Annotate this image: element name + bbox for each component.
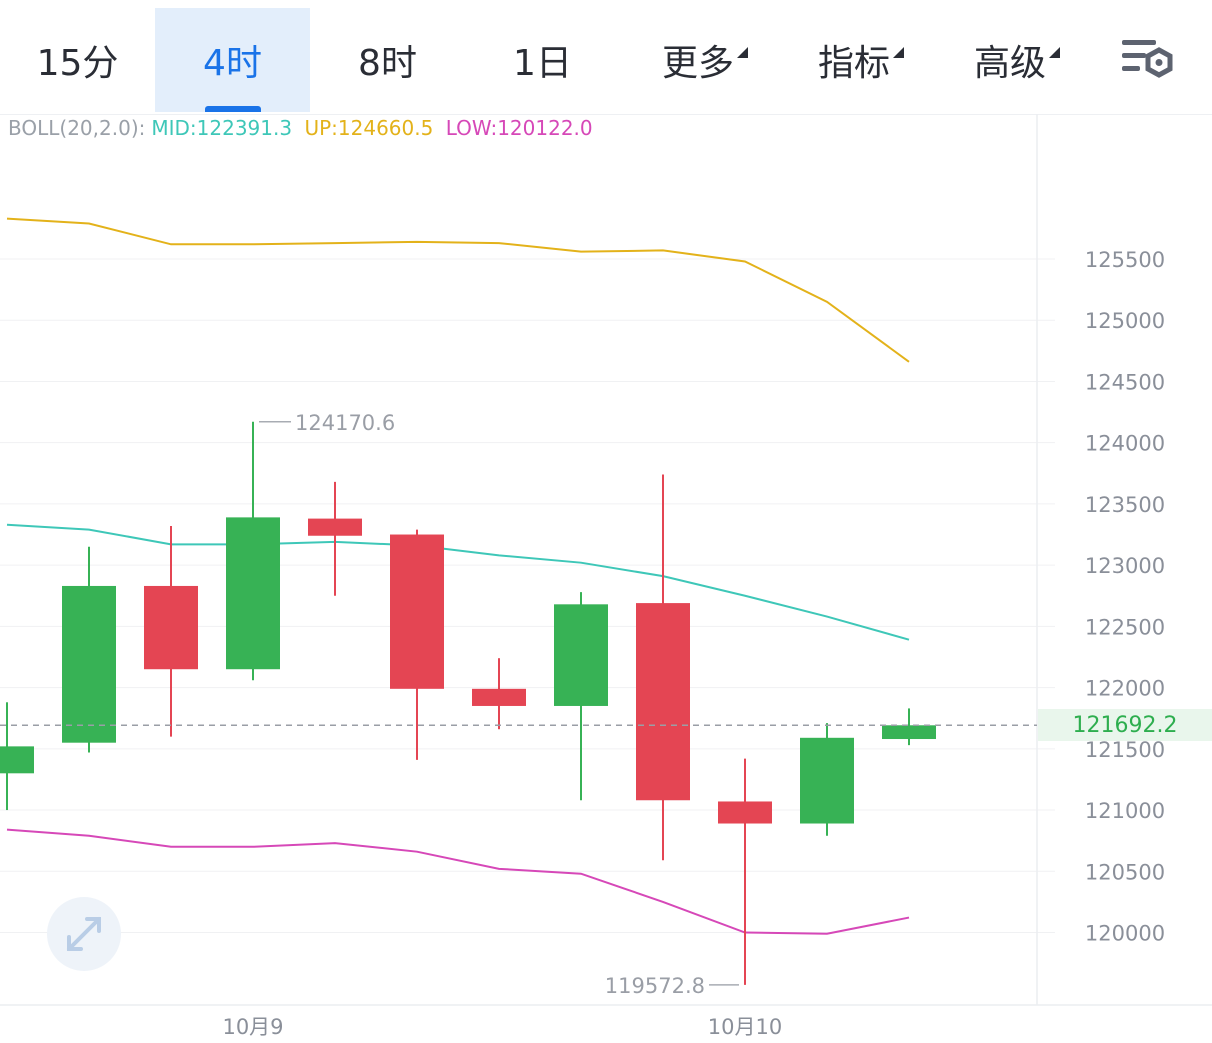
candle-down <box>472 658 526 730</box>
candle-down <box>390 529 444 760</box>
candle-body <box>62 585 116 743</box>
candle-body <box>144 585 198 670</box>
boll-mid-value: MID:122391.3 <box>151 116 293 140</box>
y-tick-label: 123000 <box>1085 554 1165 578</box>
tab-6[interactable]: 高级 <box>932 8 1088 112</box>
candle-down <box>718 758 772 985</box>
y-tick-label: 125000 <box>1085 309 1165 333</box>
candle-up <box>226 421 280 681</box>
tab-0[interactable]: 15分 <box>0 8 155 112</box>
candle-up <box>62 546 116 753</box>
tab-label: 高级 <box>974 34 1060 86</box>
boll-name: BOLL(20,2.0): <box>8 116 146 140</box>
tab-label: 15分 <box>36 43 119 84</box>
boll-up-value: UP:124660.5 <box>304 116 434 140</box>
candle-body <box>226 517 280 670</box>
tab-label: 8时 <box>358 43 417 84</box>
boll-mid-line <box>6 523 910 641</box>
candle-body <box>472 688 526 706</box>
tab-label: 4时 <box>203 43 262 84</box>
candle-body <box>800 737 854 824</box>
active-tab-indicator <box>204 106 261 112</box>
tab-3[interactable]: 1日 <box>465 8 620 112</box>
y-tick-label: 120500 <box>1085 860 1165 884</box>
tab-1[interactable]: 4时 <box>155 8 310 112</box>
boll-low-line <box>6 828 910 935</box>
last-price-tag: 121692.2 <box>1038 709 1212 742</box>
x-tick-label: 10月10 <box>708 1015 782 1039</box>
dropdown-caret-icon <box>737 47 748 58</box>
boll-up-line <box>6 217 910 363</box>
candle-up <box>882 708 936 746</box>
dropdown-caret-icon <box>1049 47 1060 58</box>
tab-label: 更多 <box>662 34 748 86</box>
candle-down <box>144 525 198 737</box>
tab-5[interactable]: 指标 <box>776 8 932 112</box>
expand-chart-button[interactable] <box>47 897 121 971</box>
candle-down <box>308 481 362 596</box>
candle-body <box>636 603 690 801</box>
candle-up <box>800 723 854 836</box>
y-tick-label: 121000 <box>1085 799 1165 823</box>
candle-body <box>554 604 608 706</box>
y-tick-label: 122000 <box>1085 677 1165 701</box>
candle-body <box>882 725 936 740</box>
tab-label: 指标 <box>818 34 904 86</box>
tab-2[interactable]: 8时 <box>310 8 465 112</box>
boll-indicator-legend: BOLL(20,2.0): MID:122391.3 UP:124660.5 LO… <box>8 116 599 140</box>
high-annotation: 124170.6 <box>295 411 395 435</box>
y-tick-label: 125500 <box>1085 248 1165 272</box>
y-tick-label: 121500 <box>1085 738 1165 762</box>
candle-body <box>0 746 34 774</box>
dropdown-caret-icon <box>893 47 904 58</box>
expand-arrows-icon <box>67 917 101 951</box>
y-tick-label: 122500 <box>1085 615 1165 639</box>
chart-settings-icon <box>1122 40 1173 78</box>
candle-down <box>636 474 690 861</box>
y-tick-label: 124000 <box>1085 432 1165 456</box>
candle-body <box>308 518 362 536</box>
y-tick-label: 123500 <box>1085 493 1165 517</box>
candle-body <box>390 534 444 689</box>
candle-body <box>718 801 772 824</box>
candle-up <box>554 592 608 801</box>
tab-4[interactable]: 更多 <box>620 8 776 112</box>
tab-label: 1日 <box>513 43 572 84</box>
boll-low-value: LOW:120122.0 <box>445 116 593 140</box>
chart-settings-button[interactable] <box>1118 36 1178 86</box>
low-annotation: 119572.8 <box>605 974 705 998</box>
y-tick-label: 120000 <box>1085 922 1165 946</box>
candle-up <box>0 702 34 811</box>
y-tick-label: 124500 <box>1085 370 1165 394</box>
x-tick-label: 10月9 <box>222 1015 283 1039</box>
timeframe-tabbar: 15分 4时 8时 1日 更多 指标 高级 <box>0 0 1212 115</box>
